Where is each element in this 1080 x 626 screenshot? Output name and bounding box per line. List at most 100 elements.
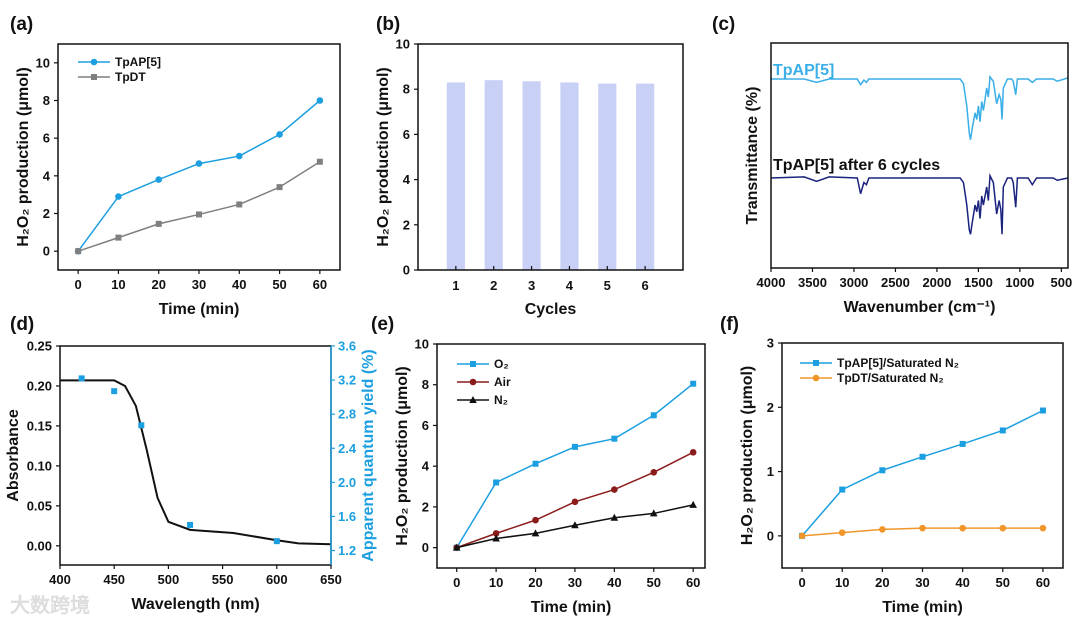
panel-e: (e) O₂ Air N₂ 0 10 20 30 40 50 60 0 2 4 6 8 10 Time (min)… <box>371 314 706 616</box>
x-tick-label: 20 <box>875 575 889 590</box>
x-tick-label: 2500 <box>881 275 910 290</box>
bar <box>484 80 503 270</box>
x-tick-label: 6 <box>642 278 649 293</box>
data-point <box>690 380 697 387</box>
y-right-tick-label: 2.4 <box>338 441 357 456</box>
y-tick-label: 10 <box>396 37 410 52</box>
legend-label: Air <box>494 375 511 389</box>
data-point <box>571 498 579 506</box>
data-point <box>195 160 203 167</box>
y-right-tick-label: 1.6 <box>338 509 356 524</box>
legend-label: O₂ <box>494 357 509 371</box>
series-line <box>77 161 321 252</box>
data-point <box>187 521 194 528</box>
data-point <box>276 184 283 191</box>
y-tick-label: 3 <box>767 336 774 351</box>
x-tick-label: 30 <box>915 575 929 590</box>
x-tick-label: 550 <box>212 572 234 587</box>
panel-d: (d) 400 450 500 550 600 650 0.00 0.05 0.10 0.15 0.2… <box>5 314 377 613</box>
y-tick-label: 0.15 <box>27 418 52 433</box>
legend-marker <box>813 360 819 366</box>
x-axis-title: Wavenumber (cm⁻¹) <box>844 299 996 316</box>
data-point <box>532 460 539 467</box>
panel-c: (c) TpAP[5] TpAP[5] after 6 cycles 4000 3500… <box>712 14 1072 316</box>
bar <box>560 82 579 270</box>
y-tick-label: 0.10 <box>27 458 52 473</box>
x-axis-title: Time (min) <box>882 599 963 616</box>
y-tick-label: 6 <box>422 418 429 433</box>
y-right-tick-label: 3.2 <box>338 373 356 388</box>
panel-label: (c) <box>712 14 735 35</box>
y-tick-label: 8 <box>403 82 410 97</box>
x-tick-label: 10 <box>489 575 503 590</box>
data-point <box>879 467 886 474</box>
data-point <box>273 538 280 545</box>
panel-label: (e) <box>371 314 394 335</box>
data-point <box>649 509 658 517</box>
y-tick-label: 8 <box>43 93 50 108</box>
data-point <box>75 248 82 255</box>
x-tick-label: 30 <box>192 277 206 292</box>
x-tick-label: 0 <box>75 277 82 292</box>
y-tick-label: 0.20 <box>27 378 52 393</box>
y-right-tick-label: 1.2 <box>338 543 356 558</box>
legend-marker <box>470 361 476 367</box>
x-tick-label: 60 <box>686 575 700 590</box>
data-point <box>493 479 500 486</box>
y-tick-label: 6 <box>43 131 50 146</box>
data-point <box>879 526 886 533</box>
y-tick-label: 2 <box>422 499 429 514</box>
data-point <box>838 529 846 536</box>
y-tick-label: 4 <box>403 172 411 187</box>
data-point <box>959 440 966 447</box>
legend-marker <box>812 374 820 382</box>
y-tick-label: 0 <box>43 244 50 259</box>
x-tick-label: 60 <box>1036 575 1050 590</box>
y-tick-label: 6 <box>403 127 410 142</box>
data-point <box>611 486 618 493</box>
data-point <box>689 500 697 508</box>
y-tick-label: 0.00 <box>27 538 52 553</box>
data-point <box>316 158 323 165</box>
legend-marker <box>469 396 477 403</box>
data-point <box>999 524 1007 532</box>
y-tick-label: 0.05 <box>27 498 52 513</box>
data-point <box>276 131 283 138</box>
y-axis-title: H₂O₂ production (μmol) <box>375 67 392 247</box>
y-tick-label: 2 <box>43 206 50 221</box>
x-tick-label: 10 <box>835 575 849 590</box>
y-tick-label: 4 <box>43 168 51 183</box>
series-line <box>770 172 1069 235</box>
x-tick-label: 2000 <box>922 275 951 290</box>
data-point <box>650 412 657 419</box>
watermark-logo: 大数跨境 <box>10 593 90 617</box>
x-tick-label: 20 <box>528 575 542 590</box>
plot-frame <box>770 42 1069 269</box>
data-point <box>111 388 118 395</box>
bar <box>446 82 465 270</box>
data-point <box>235 152 243 160</box>
data-point <box>452 543 461 551</box>
series-line <box>801 409 1044 537</box>
legend-label: TpDT/Saturated N₂ <box>837 371 944 385</box>
x-tick-label: 40 <box>232 277 246 292</box>
data-point <box>532 516 539 524</box>
x-tick-label: 500 <box>1051 275 1073 290</box>
x-tick-label: 30 <box>568 575 582 590</box>
legend-label: TpDT <box>115 70 146 84</box>
data-point <box>492 530 500 537</box>
x-tick-label: 3000 <box>839 275 868 290</box>
bar <box>636 83 655 270</box>
x-tick-label: 40 <box>955 575 969 590</box>
x-tick-label: 50 <box>996 575 1010 590</box>
y-right-tick-label: 2.0 <box>338 475 356 490</box>
data-point <box>571 521 579 529</box>
data-point <box>959 524 966 532</box>
data-point <box>78 375 85 382</box>
panel-label: (a) <box>10 14 33 35</box>
legend-label: TpAP[5] <box>115 55 161 69</box>
panel-label: (f) <box>720 314 739 335</box>
